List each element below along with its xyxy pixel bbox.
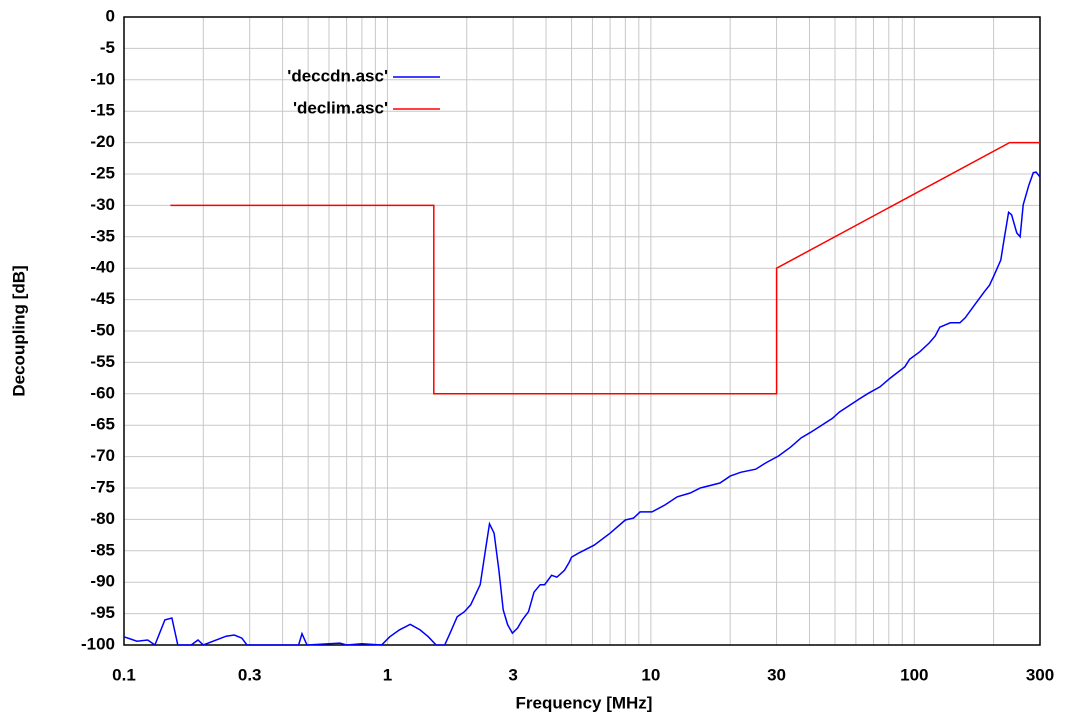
y-tick-label: -50 (90, 320, 115, 339)
y-tick-label: -65 (90, 415, 115, 434)
y-tick-label: -100 (81, 634, 115, 653)
y-tick-label: -25 (90, 163, 115, 182)
y-tick-label: -85 (90, 540, 115, 559)
y-tick-label: -10 (90, 69, 115, 88)
y-tick-label: -20 (90, 132, 115, 151)
data-line (170, 141, 1040, 395)
y-tick-label: -90 (90, 572, 115, 591)
legend-label: 'deccdn.asc' (287, 66, 388, 85)
x-tick-label: 10 (641, 665, 660, 684)
x-tick-label: 30 (767, 665, 786, 684)
x-tick-label: 0.1 (112, 665, 136, 684)
y-tick-label: -60 (90, 383, 115, 402)
y-tick-label: -15 (90, 101, 115, 120)
x-tick-label: 100 (900, 665, 928, 684)
y-tick-label: -80 (90, 509, 115, 528)
data-line (123, 171, 1041, 647)
x-axis-label: Frequency [MHz] (516, 693, 653, 712)
y-tick-label: -70 (90, 446, 115, 465)
y-tick-label: -5 (100, 38, 115, 57)
y-tick-label: 0 (106, 6, 115, 25)
legend-label: 'declim.asc' (293, 98, 388, 117)
y-tick-label: -40 (90, 258, 115, 277)
y-tick-label: -55 (90, 352, 115, 371)
x-tick-label: 300 (1026, 665, 1054, 684)
y-tick-label: -30 (90, 195, 115, 214)
y-tick-label: -95 (90, 603, 115, 622)
y-tick-label: -45 (90, 289, 115, 308)
y-axis-label: Decoupling [dB] (9, 265, 28, 396)
x-tick-label: 3 (508, 665, 517, 684)
x-tick-label: 1 (383, 665, 392, 684)
y-tick-label: -35 (90, 226, 115, 245)
plot-frame (123, 16, 1041, 646)
y-tick-label: -75 (90, 477, 115, 496)
x-tick-label: 0.3 (238, 665, 262, 684)
